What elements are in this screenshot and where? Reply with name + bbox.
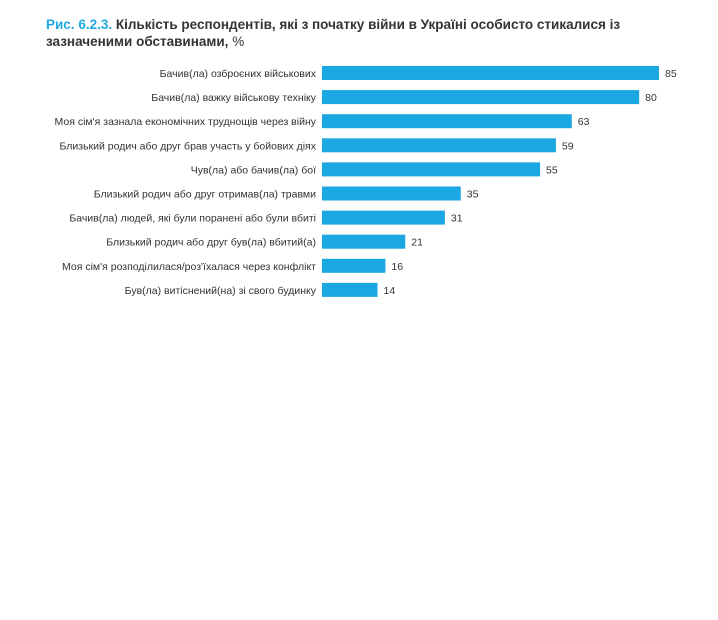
figure-number: Рис. 6.2.3.: [46, 17, 113, 32]
bar: [322, 258, 386, 273]
title-unit: %: [232, 34, 245, 49]
bar: [322, 234, 406, 249]
stat-note: (сума відповідей «інколи», «рідко» та «ч…: [94, 433, 212, 457]
category-label: Моя сім'я зазнала економічних труднощів …: [55, 116, 317, 128]
data-label: 55: [546, 164, 558, 176]
title-text: Кількість респондентів, які з початку ві…: [46, 17, 621, 49]
stat-description: Дівчат чули або бачили бої: [74, 404, 232, 416]
data-label: 35: [467, 189, 479, 201]
chart-title: Рис. 6.2.3. Кількість респондентів, які …: [46, 16, 686, 50]
stat-description: дівчат близький родич або друг був вбити…: [281, 532, 437, 559]
bar: [322, 90, 640, 105]
bar: [322, 162, 541, 177]
bar-chart: Бачив(ла) озброєних військових 85 Бачив(ла…: [55, 66, 677, 297]
data-label: 59: [562, 140, 574, 152]
stat-description: хлопців Особисто бачили поранених або вб…: [88, 532, 218, 574]
stat-note: (сума відповідей «інколи», «рідко» та «ч…: [506, 568, 624, 592]
bar: [322, 210, 445, 225]
category-label: Бачив(ла) людей, які були поранені або б…: [69, 213, 316, 225]
data-label: 80: [645, 92, 657, 104]
stat-value: 21,5%: [312, 489, 406, 526]
bar: [322, 186, 461, 201]
stat-description: Дівчат Особисто бачили поранених або вби…: [480, 404, 650, 431]
data-label: 85: [665, 68, 677, 80]
stat-tile-2: 31,5% Дівчат Особисто бачили поранених а…: [464, 347, 666, 471]
stat-value: 20,5%: [518, 489, 612, 526]
stat-description: Хлопців чули або бачили бої: [276, 404, 442, 416]
category-label: Бачив(ла) важку військову техніку: [151, 92, 316, 104]
stat-description: хлопців близький родич або друг був вбит…: [483, 532, 647, 559]
data-label: 14: [384, 285, 396, 297]
data-label: 63: [578, 116, 590, 128]
data-label: 31: [451, 213, 463, 225]
data-label: 21: [411, 237, 423, 249]
stat-value: 57,5%: [106, 361, 200, 398]
stat-value: 31,5%: [518, 361, 612, 398]
category-label: Був(ла) витіснений(на) зі свого будинку: [125, 285, 317, 297]
stat-value: 30,2%: [106, 489, 200, 526]
stat-tiles: 57,5% Дівчат чули або бачили бої (сума в…: [52, 347, 666, 611]
stat-value: 51,9%: [312, 361, 406, 398]
bar: [322, 138, 556, 153]
bar: [322, 282, 378, 297]
stat-tile-0: 57,5% Дівчат чули або бачили бої (сума в…: [52, 347, 254, 471]
category-label: Близький родич або друг був(ла) вбитий(а…: [106, 237, 316, 249]
stat-note: (сума відповідей «інколи», «рідко» та «ч…: [300, 568, 418, 592]
stat-tile-4: 21,5% дівчат близький родич або друг був…: [258, 475, 460, 599]
data-label: 16: [391, 261, 403, 273]
stat-tile-1: 51,9% Хлопців чули або бачили бої (сума …: [258, 347, 460, 471]
bar: [322, 114, 572, 129]
category-label: Близький родич або друг брав участь у бо…: [59, 140, 316, 152]
stat-tile-3: 30,2% хлопців Особисто бачили поранених …: [52, 475, 254, 599]
stat-note: (сума відповідей «інколи», «рідко» та «ч…: [300, 433, 418, 457]
category-label: Моя сім'я розподілилася/роз'їхалася чере…: [62, 261, 316, 273]
category-label: Близький родич або друг отримав(ла) трав…: [94, 189, 316, 201]
category-label: Бачив(ла) озброєних військових: [160, 68, 317, 80]
category-label: Чув(ла) або бачив(ла) бої: [191, 164, 316, 176]
bar: [322, 66, 659, 80]
stat-tile-5: 20,5% хлопців близький родич або друг бу…: [464, 475, 666, 599]
